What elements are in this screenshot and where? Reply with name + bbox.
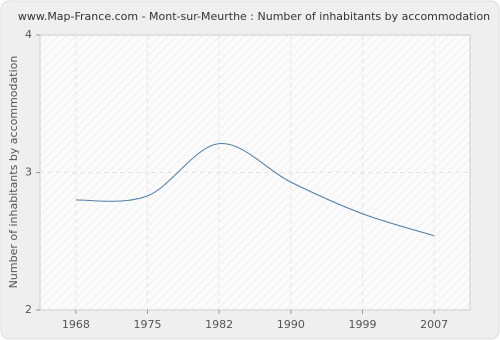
y-tick-label: 4	[25, 28, 32, 41]
plot-area	[39, 34, 471, 311]
line	[75, 143, 435, 237]
y-tick-label: 3	[25, 166, 32, 179]
chart-title: www.Map-France.com - Mont-sur-Meurthe : …	[18, 10, 490, 23]
x-tick-label: 1999	[349, 318, 377, 331]
x-tick-label: 2007	[420, 318, 448, 331]
x-tick-label: 1982	[205, 318, 233, 331]
y-tick-label: 2	[25, 303, 32, 316]
x-tick-label: 1990	[277, 318, 305, 331]
y-axis-label: Number of inhabitants by accommodation	[7, 56, 20, 289]
x-tick-label: 1975	[134, 318, 162, 331]
x-tick-label: 1968	[62, 318, 90, 331]
